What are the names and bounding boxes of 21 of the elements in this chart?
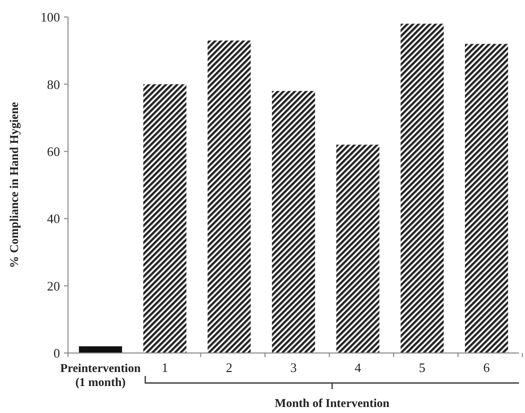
y-axis-title: % Compliance in Hand Hygiene bbox=[7, 101, 21, 268]
x-tick-label: 3 bbox=[290, 360, 297, 375]
x-tick-label: 6 bbox=[483, 360, 490, 375]
bar bbox=[464, 44, 508, 353]
y-tick-label: 100 bbox=[40, 10, 60, 25]
bar bbox=[143, 84, 186, 353]
x-tick-label: 2 bbox=[226, 360, 232, 375]
bar bbox=[336, 144, 380, 353]
y-tick-label: 60 bbox=[47, 144, 60, 159]
x-tick-label: 4 bbox=[354, 360, 362, 375]
bar bbox=[208, 40, 251, 353]
x-axis-title: Month of Intervention bbox=[274, 396, 390, 410]
x-tick-label: 5 bbox=[418, 360, 426, 375]
y-tick-label: 40 bbox=[47, 211, 60, 226]
x-tick-label: Preintervention (1 month) bbox=[60, 361, 142, 389]
y-tick-label: 80 bbox=[47, 76, 60, 92]
x-tick-label: 1 bbox=[162, 360, 168, 375]
bar bbox=[272, 90, 316, 353]
y-tick-label: 0 bbox=[54, 346, 60, 361]
y-tick-label: 20 bbox=[47, 278, 60, 294]
bar bbox=[400, 24, 444, 353]
